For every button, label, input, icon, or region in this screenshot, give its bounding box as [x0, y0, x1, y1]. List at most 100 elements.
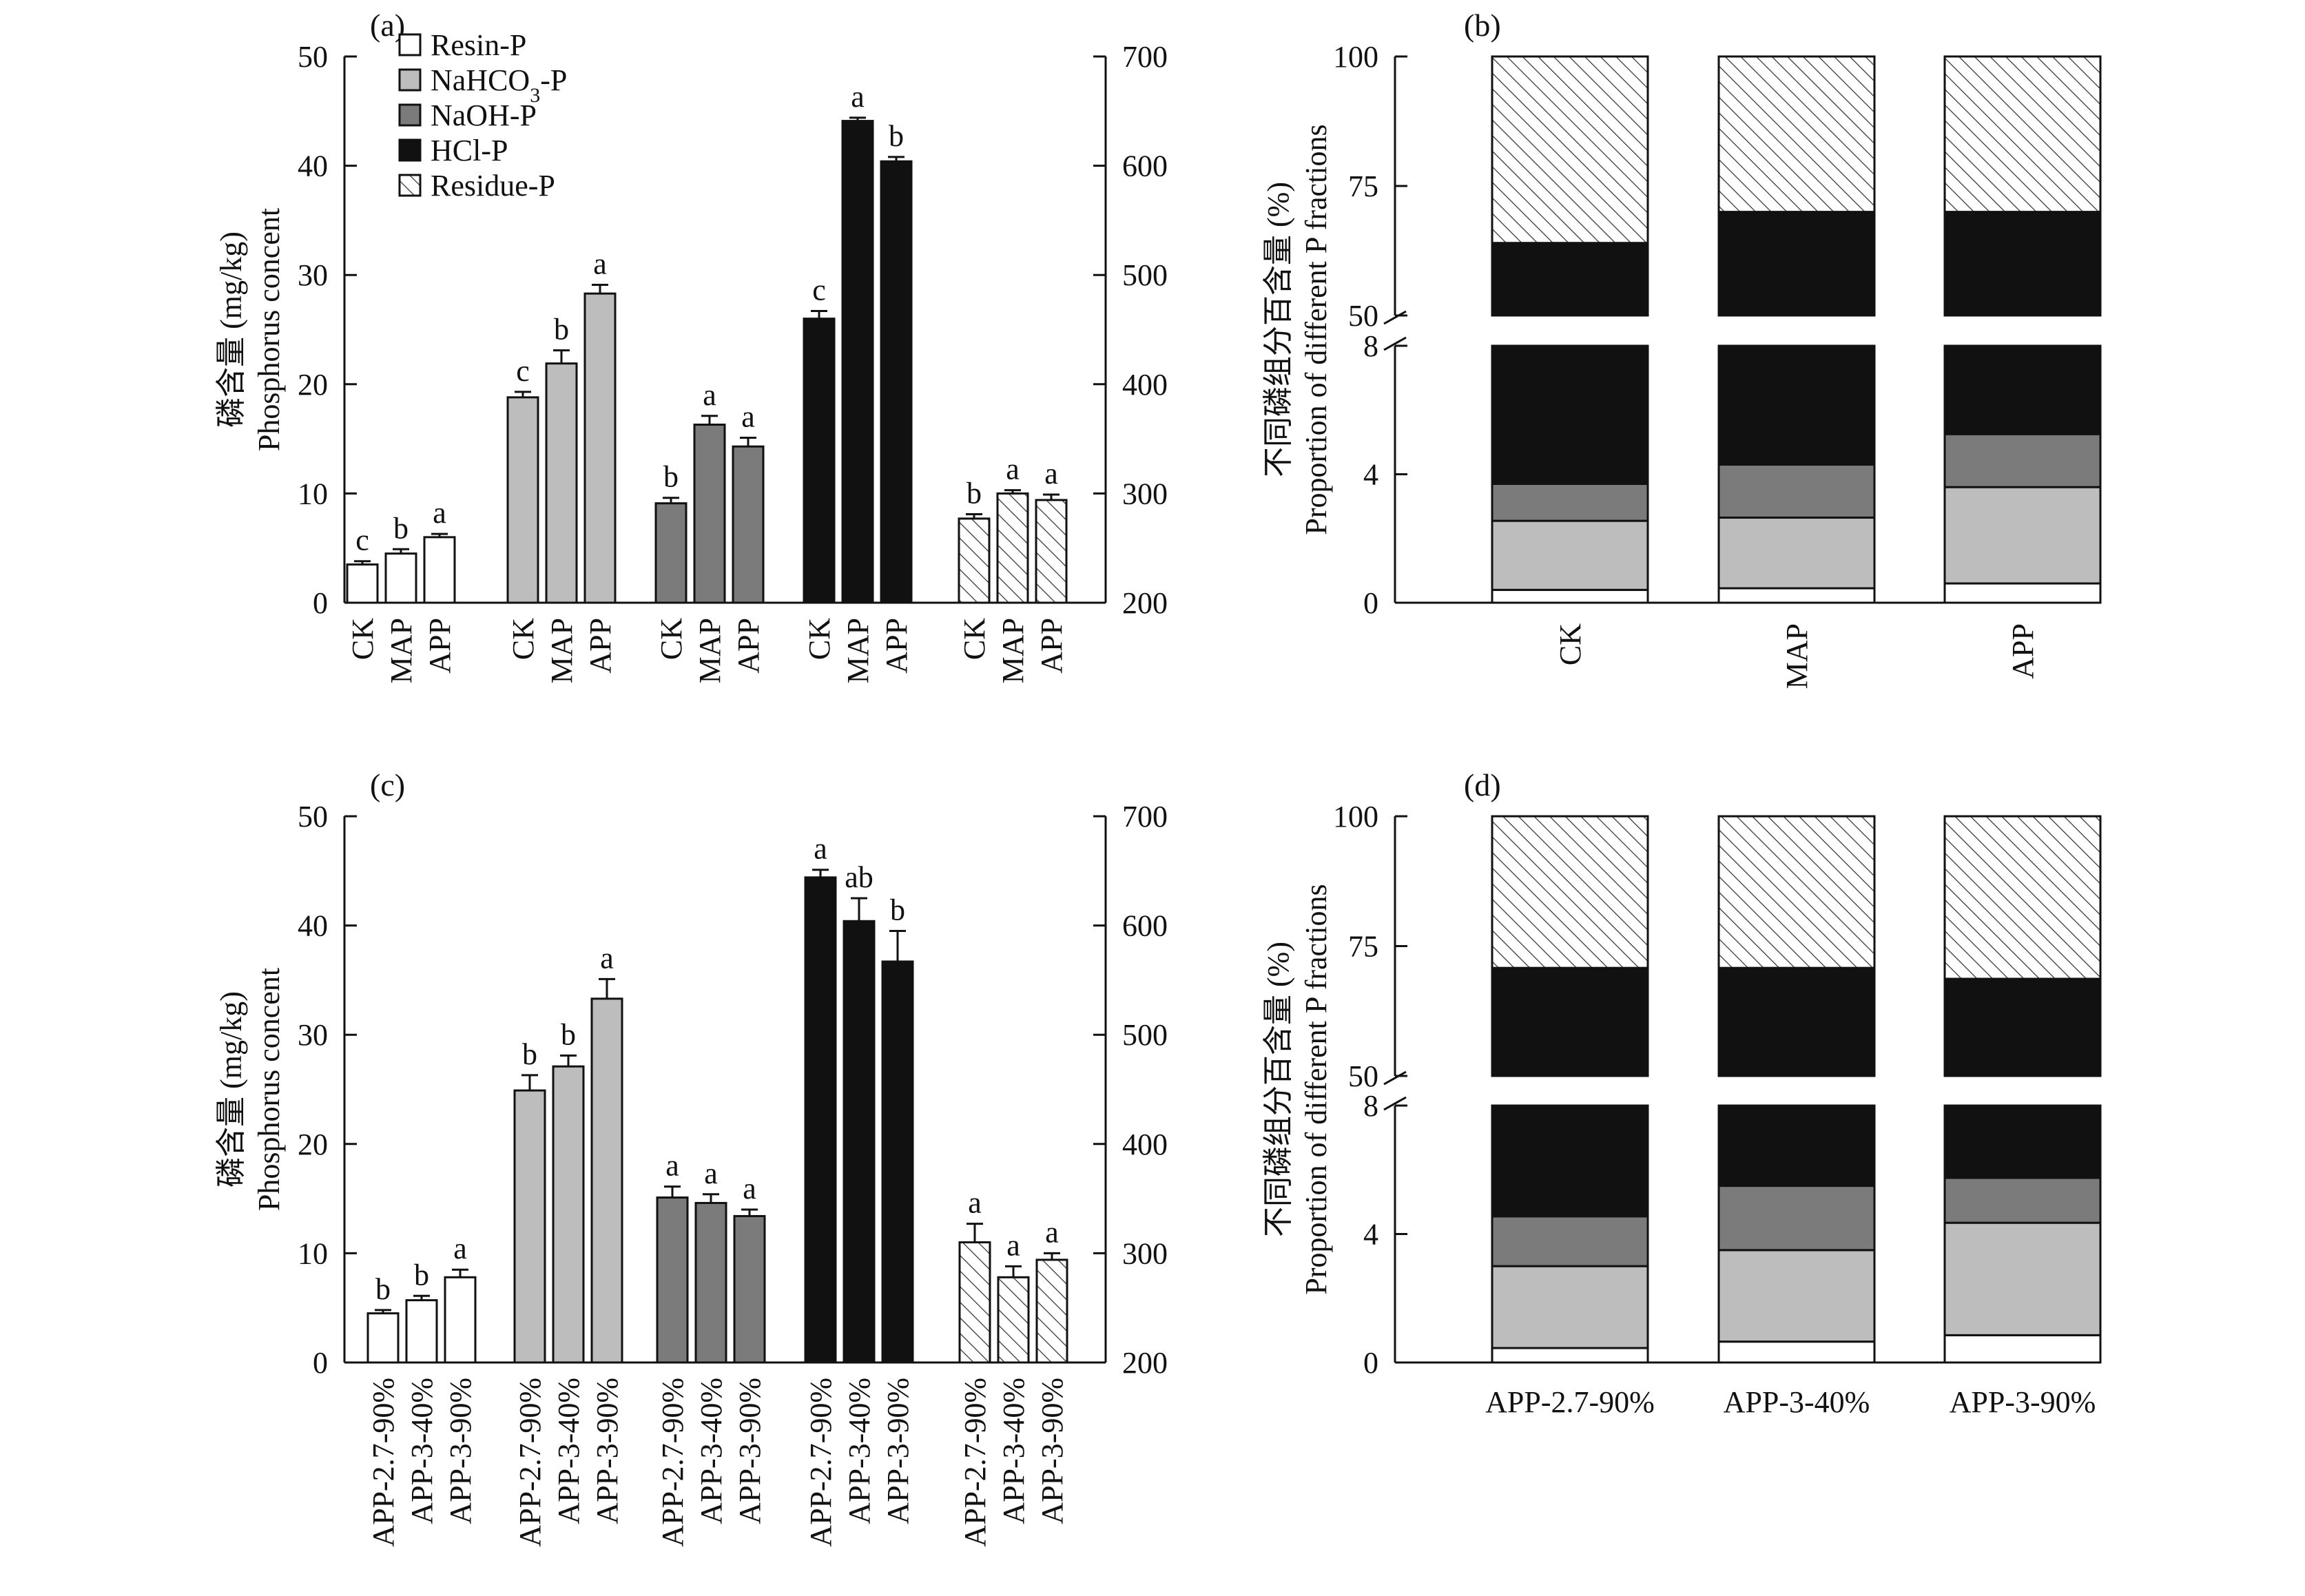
category-label: APP — [423, 618, 457, 674]
category-label: APP — [2006, 623, 2040, 679]
bar-hcl — [880, 160, 913, 604]
y-axis-title-en: Proportion of different P fractions — [1299, 124, 1333, 535]
category-label: CK — [346, 618, 380, 660]
category-label: CK — [803, 618, 836, 660]
y-axis-title-cn: 不同磷组分百含量 (%) — [1261, 942, 1295, 1237]
stack-segment-residue — [1491, 55, 1649, 245]
bar-nahco3 — [583, 292, 617, 604]
stack-segment-resin — [1491, 588, 1649, 604]
stack-segment-residue — [1717, 815, 1876, 969]
category-label: APP — [880, 618, 913, 674]
bar-residue — [1035, 499, 1068, 604]
stack-segment-residue — [1717, 55, 1876, 214]
significance-letter: a — [741, 400, 755, 434]
upper-tick-label: 100 — [1333, 40, 1378, 74]
right-tick-label: 200 — [1122, 1346, 1168, 1380]
stack-segment-resin — [1717, 1340, 1876, 1364]
bar-residue — [958, 517, 991, 604]
y-axis-title-cn: 磷含量 (mg/kg) — [214, 231, 248, 428]
stack-segment-hcl — [1943, 977, 2102, 1077]
axis-break-mark — [1383, 1096, 1407, 1111]
bar-nahco3 — [552, 1065, 585, 1364]
panel-label: (d) — [1464, 767, 1501, 802]
left-tick-label: 0 — [313, 1346, 328, 1380]
right-tick-label: 200 — [1122, 586, 1168, 620]
right-tick-label: 400 — [1122, 368, 1168, 402]
significance-letter: a — [665, 1149, 679, 1183]
category-label: APP-2.7-90% — [958, 1378, 992, 1547]
category-label: MAP — [384, 618, 418, 683]
category-label: APP — [732, 618, 765, 674]
significance-letter: b — [393, 511, 409, 545]
panel-b-stacked-chart: (b) 50 75 100 0 4 8 不同磷组分百含量 (%) Proportion of d… — [1261, 8, 2102, 689]
lower-tick-label: 0 — [1363, 586, 1378, 620]
legend-swatch-hcl — [398, 138, 422, 162]
left-tick-label: 10 — [298, 1236, 328, 1270]
significance-letter: a — [703, 378, 716, 412]
right-tick-label: 400 — [1122, 1128, 1168, 1161]
legend-swatch-nahco3 — [398, 68, 422, 92]
bar-resin — [384, 552, 417, 604]
bar-hcl — [803, 318, 836, 604]
significance-letter: a — [1006, 453, 1020, 486]
upper-tick-label: 75 — [1348, 930, 1378, 964]
significance-letter: b — [375, 1272, 391, 1306]
left-tick-label: 30 — [298, 1018, 328, 1052]
significance-letter: a — [968, 1186, 982, 1220]
category-label: APP-2.7-90% — [1485, 1385, 1655, 1419]
y-axis-title-cn: 不同磷组分百含量 (%) — [1261, 182, 1295, 477]
stack-segment-residue — [1943, 815, 2102, 980]
category-label: CK — [958, 618, 991, 660]
y-axis-title-en: Phosphorus concent — [252, 968, 286, 1211]
category-label: APP-3-40% — [694, 1378, 728, 1524]
panel-label: (c) — [370, 767, 405, 802]
legend-swatch-residue — [398, 174, 422, 197]
significance-letter: a — [851, 80, 865, 114]
stack-segment-residue — [1491, 815, 1649, 969]
upper-tick-label: 75 — [1348, 169, 1378, 203]
significance-letter: b — [967, 477, 982, 510]
bar-resin — [444, 1276, 477, 1364]
right-tick-label: 600 — [1122, 149, 1168, 183]
stack-segment-nahco3 — [1943, 1221, 2102, 1336]
significance-letter: b — [663, 460, 679, 494]
significance-letter: a — [593, 247, 607, 280]
bar-nahco3 — [545, 362, 578, 604]
bar-resin — [366, 1312, 400, 1364]
category-label: APP-3-90% — [1950, 1385, 2096, 1419]
stack-segment-residue — [1943, 55, 2102, 214]
y-axis-title-cn: 磷含量 (mg/kg) — [214, 991, 248, 1188]
significance-letter: a — [600, 941, 614, 975]
stack-segment-hcl — [1717, 344, 1876, 466]
category-label: CK — [654, 618, 688, 660]
lower-tick-label: 4 — [1363, 1218, 1378, 1252]
significance-letter: a — [704, 1157, 718, 1190]
bar-resin — [346, 563, 379, 604]
category-label: APP-2.7-90% — [513, 1378, 547, 1547]
significance-letter: a — [1045, 1215, 1059, 1249]
category-label: APP-3-90% — [444, 1378, 477, 1524]
category-label: MAP — [996, 618, 1030, 683]
left-tick-label: 20 — [298, 368, 328, 402]
significance-letter: b — [554, 313, 569, 346]
left-tick-label: 40 — [298, 909, 328, 943]
left-tick-label: 0 — [313, 586, 328, 620]
bar-naoh — [733, 1214, 766, 1364]
legend-label-residue: Residue-P — [431, 169, 555, 203]
stack-segment-naoh — [1491, 482, 1649, 522]
category-label: APP-3-40% — [552, 1378, 586, 1524]
stack-segment-nahco3 — [1491, 1265, 1649, 1349]
left-tick-label: 50 — [298, 40, 328, 74]
significance-letter: b — [889, 119, 904, 153]
stack-segment-nahco3 — [1717, 1249, 1876, 1343]
significance-letter: a — [1044, 457, 1058, 490]
stack-segment-naoh — [1943, 1177, 2102, 1224]
stack-segment-hcl — [1943, 1104, 2102, 1179]
category-label: APP-2.7-90% — [366, 1378, 400, 1547]
category-label: MAP — [841, 618, 875, 683]
panel-c-bar-chart: (c) 0 10 20 30 40 50 200 300 400 500 600 700 磷含量 (mg/… — [214, 767, 1168, 1547]
stack-segment-hcl — [1491, 344, 1649, 485]
axis-break-mark — [1383, 1070, 1407, 1086]
bar-naoh — [732, 445, 765, 604]
category-label: MAP — [693, 618, 727, 683]
